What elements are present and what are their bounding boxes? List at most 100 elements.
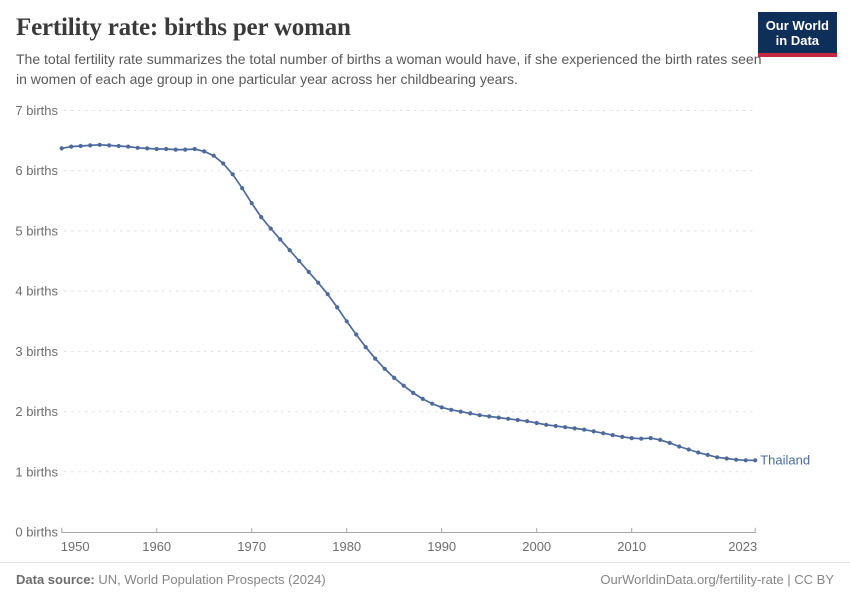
x-tick-label: 2010 [617,539,646,554]
data-point[interactable] [743,458,748,463]
data-point[interactable] [69,144,74,149]
x-tick-label: 1990 [427,539,456,554]
data-point[interactable] [582,427,587,432]
series-thailand[interactable] [59,142,758,463]
data-point[interactable] [116,143,121,149]
data-point[interactable] [658,437,663,442]
chart-subtitle: The total fertility rate summarizes the … [16,51,762,87]
x-tick-label: 1950 [61,539,90,554]
data-point[interactable] [88,143,93,148]
data-point[interactable] [477,413,482,418]
data-point[interactable] [221,161,226,166]
data-point[interactable] [715,455,720,460]
x-tick-label: 1980 [332,539,361,554]
y-tick-label: 4 births [15,284,58,299]
data-point[interactable] [373,356,378,361]
data-point[interactable] [211,153,216,158]
data-point[interactable] [240,186,245,191]
data-point[interactable] [667,440,672,445]
data-point[interactable] [734,457,739,462]
data-point[interactable] [344,319,349,324]
data-point[interactable] [563,425,568,430]
data-point[interactable] [363,345,368,350]
data-point[interactable] [496,415,501,420]
data-point[interactable] [259,215,264,220]
data-point[interactable] [724,456,729,461]
data-source: Data source: UN, World Population Prospe… [16,572,326,587]
data-point[interactable] [202,149,207,154]
data-point[interactable] [515,417,520,423]
data-point[interactable] [401,383,406,388]
data-point[interactable] [192,146,197,152]
data-point[interactable] [145,146,150,151]
y-tick-label: 6 births [15,163,58,178]
x-axis-line [61,527,756,533]
data-point[interactable] [316,280,321,285]
data-point[interactable] [696,450,701,455]
data-point[interactable] [173,147,178,152]
data-point[interactable] [306,269,311,274]
data-point[interactable] [249,201,254,206]
data-point[interactable] [458,409,463,414]
data-point[interactable] [278,237,283,242]
data-point[interactable] [648,436,653,441]
data-point[interactable] [753,458,758,463]
data-point[interactable] [230,172,235,177]
data-point[interactable] [420,396,425,401]
data-point[interactable] [126,144,131,149]
data-point[interactable] [354,332,359,337]
data-point[interactable] [183,147,188,152]
y-tick-label: 7 births [15,103,58,118]
gridlines [64,110,756,473]
data-point[interactable] [544,422,549,427]
x-tick-label: 2023 [728,539,757,554]
data-point[interactable] [487,414,492,419]
data-point[interactable] [439,405,444,410]
data-point[interactable] [506,416,511,421]
data-point[interactable] [154,146,159,152]
data-point[interactable] [620,434,625,439]
data-point[interactable] [468,411,473,416]
data-point[interactable] [534,420,539,426]
y-tick-label: 2 births [15,404,58,419]
data-source-label: Data source: [16,572,95,587]
data-point[interactable] [411,390,416,395]
data-point[interactable] [78,143,83,149]
credit-link[interactable]: OurWorldinData.org/fertility-rate | CC B… [600,572,834,587]
owid-logo[interactable]: Our World in Data [757,12,837,57]
data-point[interactable] [449,407,454,412]
x-axis: 1950 1960 1970 1980 1990 2000 2010 2023 [61,527,757,554]
data-point[interactable] [629,436,634,441]
data-point[interactable] [268,226,273,231]
data-point[interactable] [97,142,102,147]
data-point[interactable] [553,423,558,429]
data-point[interactable] [135,145,140,150]
data-point[interactable] [107,143,112,148]
series-line [60,143,757,462]
data-point[interactable] [705,452,710,457]
owid-logo-line1: Our World [765,18,829,33]
data-point[interactable] [572,426,577,431]
data-point[interactable] [525,419,530,424]
y-tick-label: 0 births [15,525,58,540]
y-tick-label: 1 births [15,464,58,479]
data-point[interactable] [610,433,615,438]
data-point[interactable] [335,305,340,310]
data-point[interactable] [164,146,169,152]
chart-footer: Data source: UN, World Population Prospe… [0,562,850,600]
data-point[interactable] [639,436,644,441]
data-point[interactable] [677,444,682,449]
data-point[interactable] [382,366,387,371]
data-point[interactable] [287,248,292,253]
data-point[interactable] [430,401,435,406]
data-point[interactable] [392,375,397,380]
entity-label: Thailand [760,453,810,468]
data-point[interactable] [297,258,302,264]
data-point[interactable] [601,431,606,436]
data-point[interactable] [59,146,64,151]
data-point[interactable] [686,447,691,452]
data-point[interactable] [591,429,596,434]
data-point[interactable] [325,292,330,297]
